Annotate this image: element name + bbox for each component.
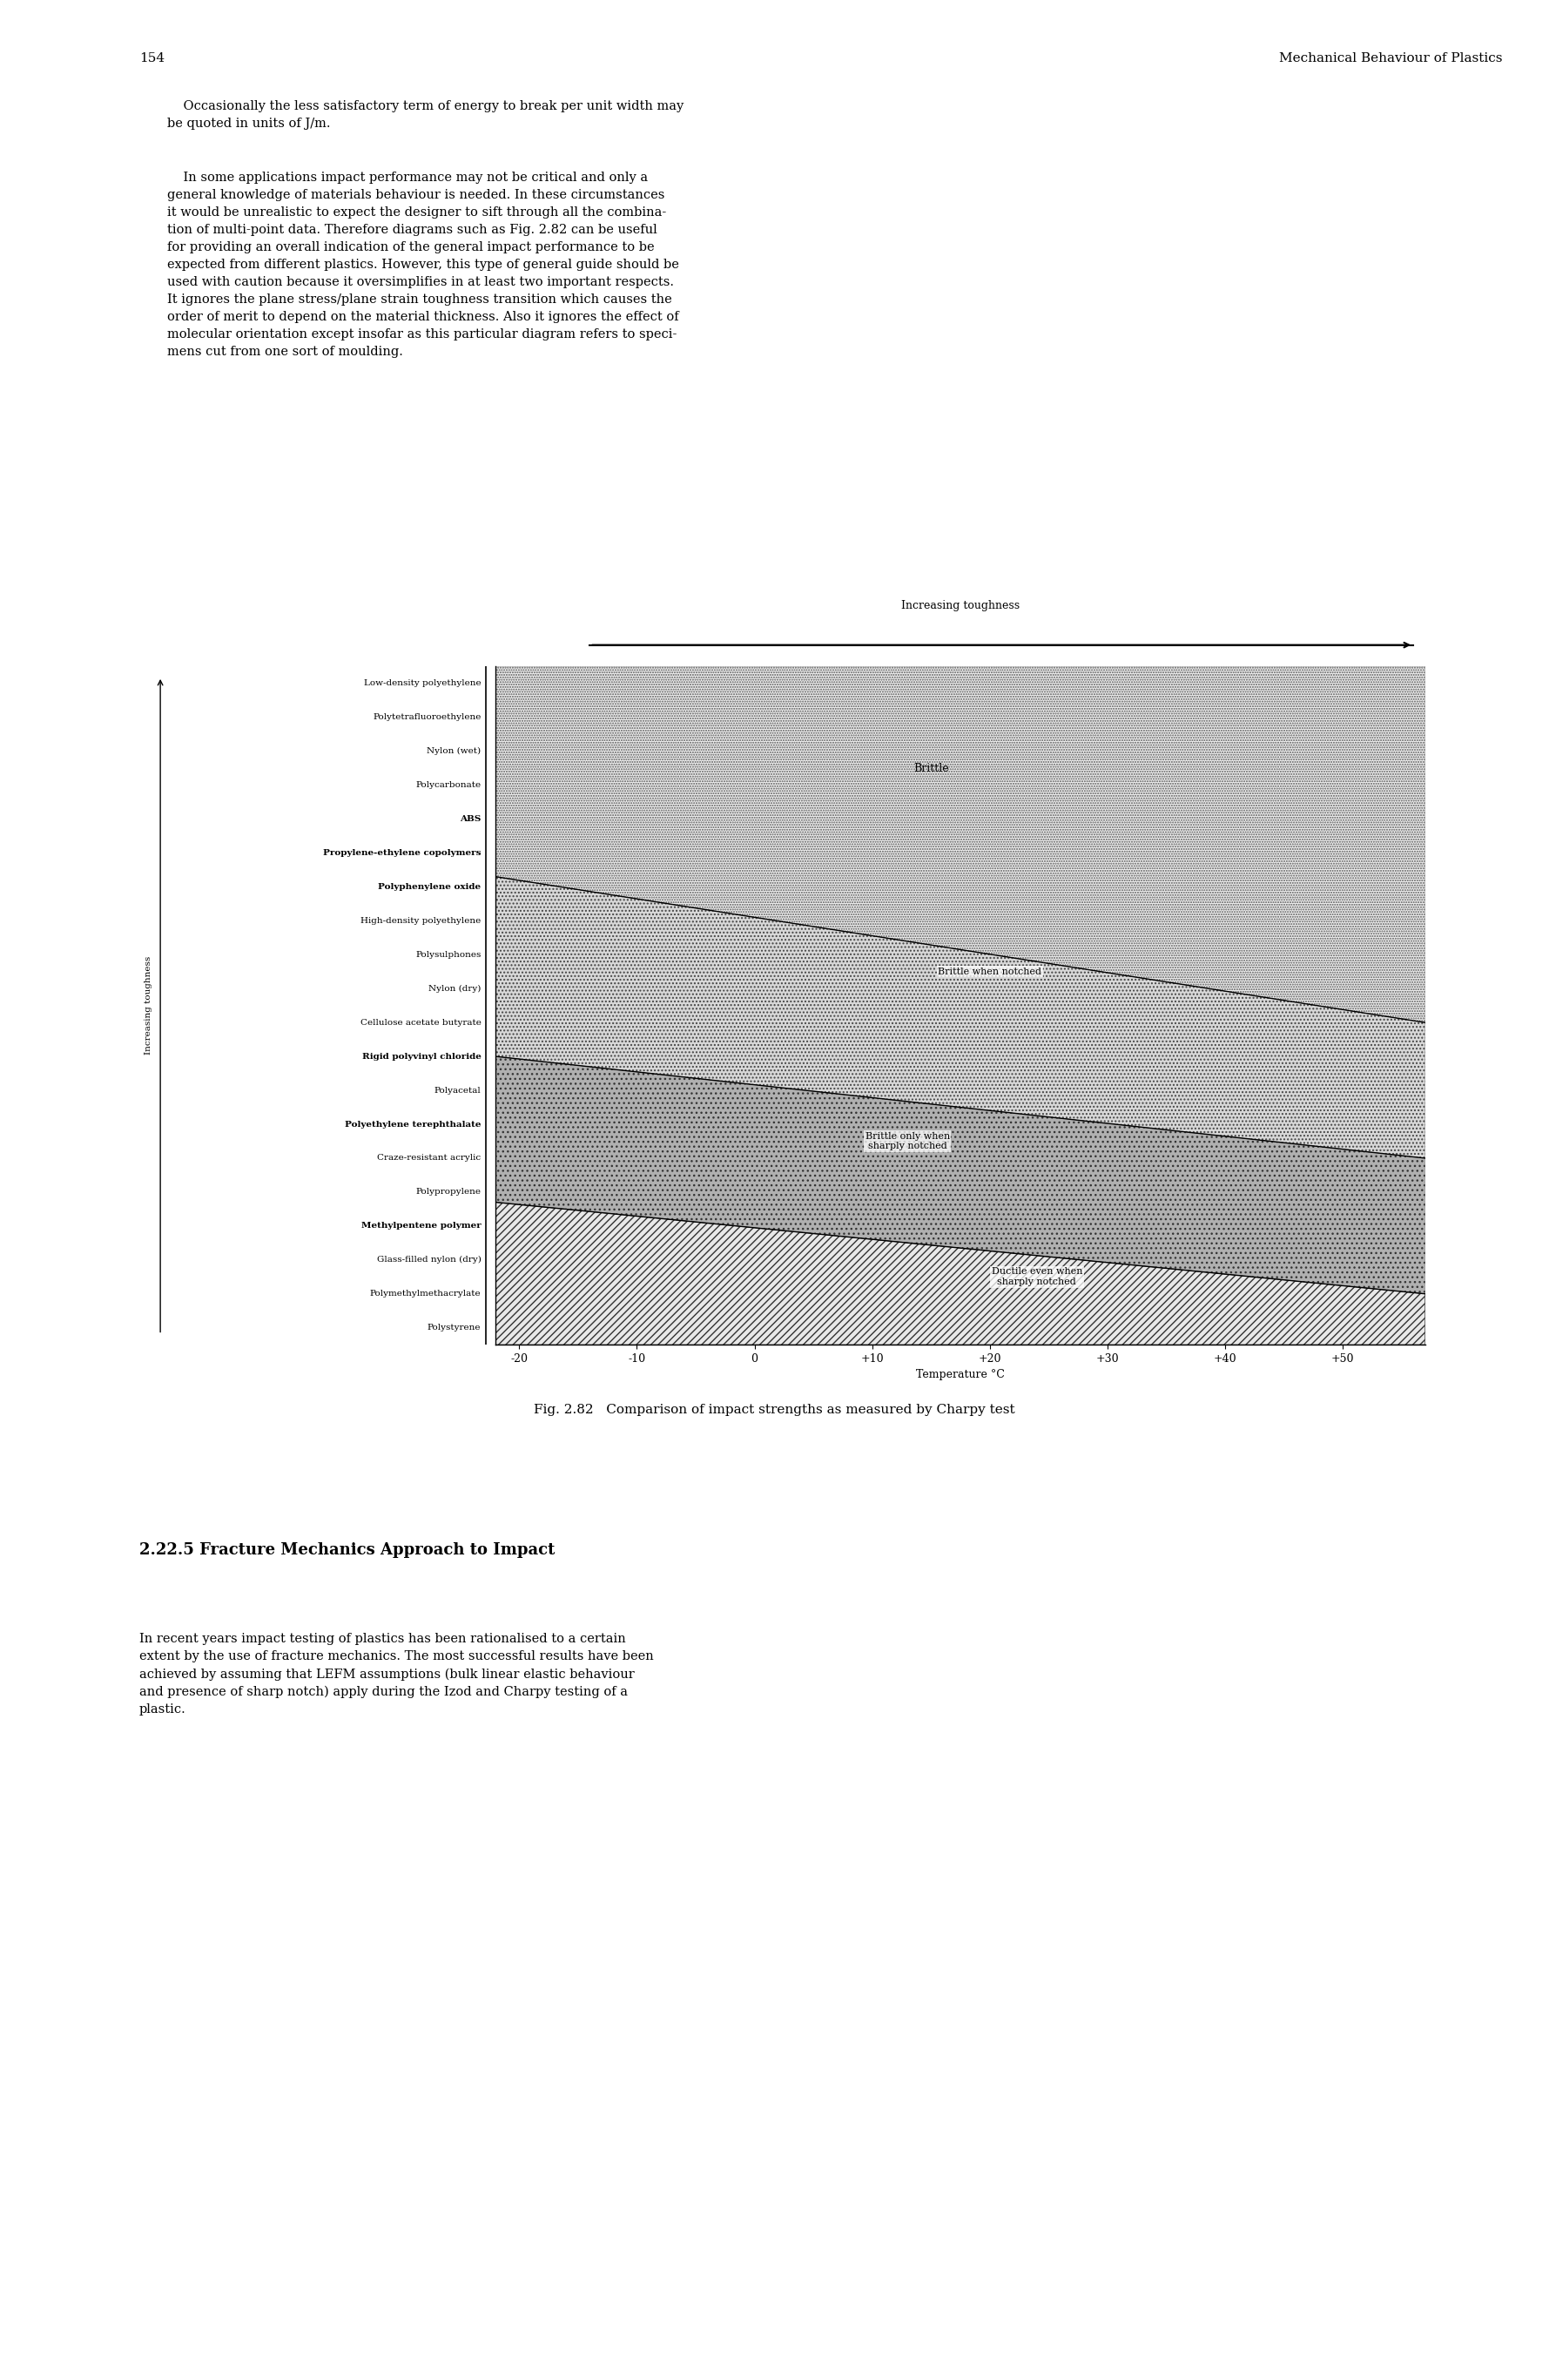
Text: Polystyrene: Polystyrene: [428, 1323, 480, 1333]
Polygon shape: [496, 1057, 1425, 1295]
Text: Mechanical Behaviour of Plastics: Mechanical Behaviour of Plastics: [1279, 52, 1503, 64]
Text: 154: 154: [139, 52, 164, 64]
Text: Polyethylene terephthalate: Polyethylene terephthalate: [345, 1121, 480, 1128]
Text: 2.22.5 Fracture Mechanics Approach to Impact: 2.22.5 Fracture Mechanics Approach to Im…: [139, 1542, 555, 1559]
Text: Occasionally the less satisfactory term of energy to break per unit width may
be: Occasionally the less satisfactory term …: [167, 100, 683, 129]
Text: Increasing toughness: Increasing toughness: [902, 600, 1019, 612]
Text: In some applications impact performance may not be critical and only a
general k: In some applications impact performance …: [167, 171, 678, 357]
Polygon shape: [496, 666, 1425, 1023]
Text: Craze-resistant acrylic: Craze-resistant acrylic: [378, 1154, 480, 1161]
Text: Brittle when notched: Brittle when notched: [939, 966, 1041, 976]
Text: Increasing toughness: Increasing toughness: [144, 957, 152, 1054]
Text: Polytetrafluoroethylene: Polytetrafluoroethylene: [373, 714, 480, 721]
Text: Low-density polyethylene: Low-density polyethylene: [364, 678, 480, 688]
Text: Polysulphones: Polysulphones: [415, 950, 480, 959]
Text: Fig. 2.82   Comparison of impact strengths as measured by Charpy test: Fig. 2.82 Comparison of impact strengths…: [534, 1404, 1015, 1416]
Polygon shape: [496, 876, 1425, 1159]
Text: Methylpentene polymer: Methylpentene polymer: [361, 1221, 480, 1230]
Text: Ductile even when
sharply notched: Ductile even when sharply notched: [991, 1269, 1083, 1285]
Text: Propylene-ethylene copolymers: Propylene-ethylene copolymers: [322, 850, 480, 857]
X-axis label: Temperature °C: Temperature °C: [915, 1368, 1005, 1380]
Polygon shape: [496, 1202, 1425, 1345]
Text: Brittle only when
sharply notched: Brittle only when sharply notched: [864, 1133, 950, 1150]
Text: Glass-filled nylon (dry): Glass-filled nylon (dry): [376, 1257, 480, 1264]
Text: Polycarbonate: Polycarbonate: [415, 781, 480, 790]
Text: Polyacetal: Polyacetal: [434, 1085, 480, 1095]
Text: Brittle: Brittle: [914, 762, 948, 774]
Text: In recent years impact testing of plastics has been rationalised to a certain
ex: In recent years impact testing of plasti…: [139, 1633, 654, 1716]
Text: Polymethylmethacrylate: Polymethylmethacrylate: [370, 1290, 480, 1297]
Text: Nylon (wet): Nylon (wet): [428, 747, 480, 754]
Text: Nylon (dry): Nylon (dry): [429, 985, 480, 992]
Text: High-density polyethylene: High-density polyethylene: [361, 916, 480, 926]
Text: Polyphenylene oxide: Polyphenylene oxide: [378, 883, 480, 890]
Text: Cellulose acetate butyrate: Cellulose acetate butyrate: [359, 1019, 480, 1026]
Text: Rigid polyvinyl chloride: Rigid polyvinyl chloride: [362, 1052, 480, 1061]
Text: ABS: ABS: [460, 814, 480, 823]
Text: Polypropylene: Polypropylene: [415, 1188, 480, 1197]
